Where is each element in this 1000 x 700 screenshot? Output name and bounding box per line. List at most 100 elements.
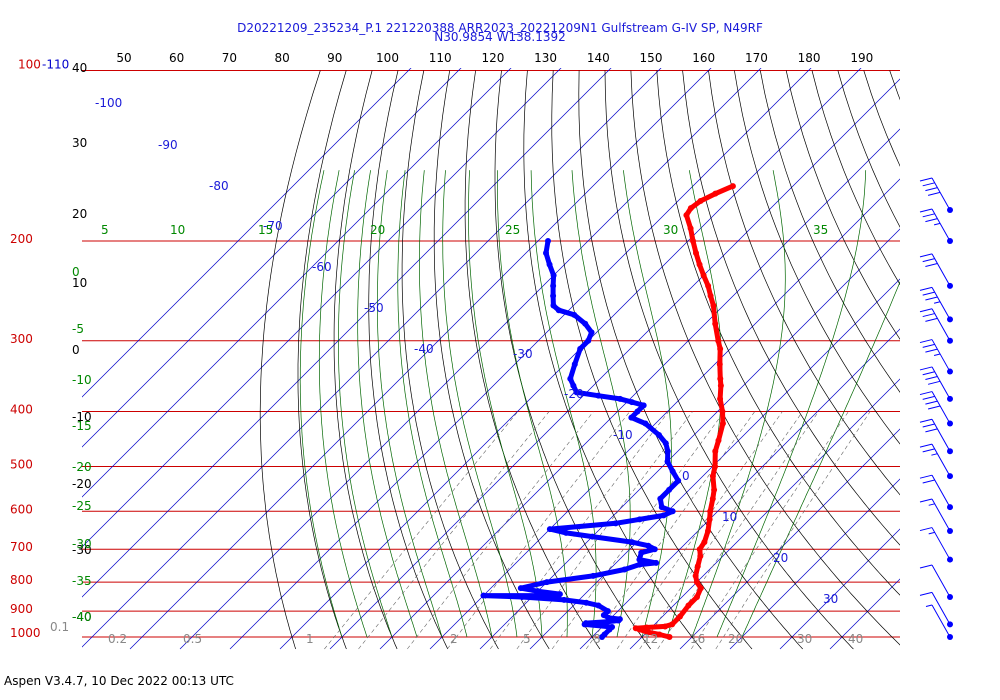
dry-adiabat-label: 10: [72, 276, 87, 290]
isotherm-label: -20: [564, 387, 584, 401]
wind-barb-flag: [927, 405, 941, 410]
temperature-point: [707, 508, 714, 515]
dewpoint-point: [666, 486, 673, 493]
dewpoint-point: [571, 361, 578, 368]
top-axis-tick-label: 110: [429, 51, 452, 65]
pressure-tick-label: 300: [10, 332, 33, 346]
mixing-ratio-line: [516, 411, 693, 650]
dry-adiabat-line: [523, 70, 702, 650]
dewpoint-point: [609, 623, 616, 630]
mixing-ratio-line: [447, 411, 631, 650]
temperature-point: [632, 625, 639, 632]
wind-barb-flag: [919, 498, 933, 503]
dewpoint-point: [657, 495, 664, 502]
dewpoint-point: [669, 468, 676, 475]
isotherm-label: -40: [414, 342, 434, 356]
moist-adiabat-label: 10: [170, 223, 185, 237]
dry-adiabat-line: [464, 70, 601, 650]
wind-barb-flag: [922, 343, 935, 348]
isotherm-label: 30: [823, 592, 838, 606]
isotherm-line: [679, 428, 900, 650]
temperature-point: [643, 624, 650, 631]
dewpoint-point: [480, 592, 487, 599]
isotherm-line: [229, 68, 812, 650]
wind-barb-flag: [919, 391, 933, 396]
dewpoint-point: [638, 549, 645, 556]
pressure-tick-label: 400: [10, 403, 33, 417]
temperature-point: [656, 631, 663, 638]
wind-barb-flag: [927, 191, 941, 196]
moist-adiabat-label: -25: [72, 499, 92, 513]
dewpoint-point: [561, 596, 568, 603]
dewpoint-point: [577, 345, 584, 352]
chart-profiles: [480, 183, 736, 640]
wind-barb-flag: [925, 376, 938, 381]
dry-adiabat-label: 40: [72, 61, 87, 75]
dewpoint-point: [589, 533, 596, 540]
top-axis-tick-label: 170: [745, 51, 768, 65]
wind-barb-staff: [931, 391, 951, 424]
wind-barb-staff: [931, 474, 951, 508]
wind-barb-flag: [919, 443, 933, 448]
dewpoint-point: [645, 542, 652, 549]
dewpoint-point: [636, 561, 643, 568]
moist-adiabat-label: 15: [258, 223, 273, 237]
dewpoint-point: [605, 614, 612, 621]
wind-barb-flag: [927, 380, 941, 385]
temperature-point: [677, 613, 684, 620]
isotherm-label: -10: [613, 428, 633, 442]
footer-version-text: Aspen V3.4.7, 10 Dec 2022 00:13 UTC: [4, 674, 234, 688]
temperature-point: [701, 539, 708, 546]
wind-barb-flag: [922, 213, 935, 218]
chart-title-line-1: D20221209_235234_P.1 221220388 ARR2023_2…: [237, 21, 763, 35]
temperature-point: [719, 420, 726, 427]
dewpoint-point: [582, 320, 589, 327]
mixing-ratio-line: [639, 411, 803, 650]
mixing-ratio-line: [715, 411, 871, 650]
wind-barb-flag: [925, 218, 938, 223]
top-axis-tick-label: 50: [116, 51, 131, 65]
wind-barb-staff: [931, 339, 951, 372]
wind-barb-flag: [919, 308, 933, 313]
wind-barb-flag: [922, 479, 935, 484]
dewpoint-point: [675, 477, 682, 484]
dry-adiabat-line: [734, 70, 900, 445]
dewpoint-point: [550, 302, 557, 309]
dewpoint-point: [542, 250, 549, 257]
wind-barb-flag: [922, 371, 935, 376]
dewpoint-point: [563, 529, 570, 536]
isotherm-label: -50: [364, 301, 384, 315]
dewpoint-point: [640, 402, 647, 409]
dry-adiabat-line: [259, 70, 321, 650]
dewpoint-point: [534, 588, 541, 595]
temperature-point: [709, 495, 716, 502]
dewpoint-point: [662, 440, 669, 447]
dewpoint-point: [588, 329, 595, 336]
moist-adiabat-label: 25: [505, 223, 520, 237]
temperature-point: [669, 621, 676, 628]
isotherm-line: [379, 128, 900, 650]
wind-barb-staff: [931, 498, 951, 532]
isotherm-label: -90: [158, 138, 178, 152]
temperature-point: [666, 634, 673, 640]
temperature-point: [707, 292, 714, 299]
temperature-point: [712, 320, 719, 327]
moist-adiabat-label: 30: [663, 223, 678, 237]
temperature-point: [697, 585, 704, 592]
wind-barb-staff: [931, 527, 951, 560]
top-axis-tick-label: 140: [587, 51, 610, 65]
dewpoint-point: [653, 559, 660, 566]
mixing-ratio-line: [551, 411, 725, 650]
temperature-point: [697, 553, 704, 560]
mixing-ratio-label: 1: [306, 632, 314, 646]
temperature-point: [717, 382, 724, 389]
temperature-point: [683, 212, 690, 219]
temperature-point: [692, 250, 699, 257]
wind-barb-flag: [925, 428, 938, 433]
temperature-point: [643, 629, 650, 636]
moist-adiabat-label: -15: [72, 419, 92, 433]
isotherm-label: -80: [209, 179, 229, 193]
moist-adiabat-line: [666, 170, 723, 638]
wind-barb-flag: [919, 418, 933, 423]
wind-barb-flag: [919, 208, 933, 213]
